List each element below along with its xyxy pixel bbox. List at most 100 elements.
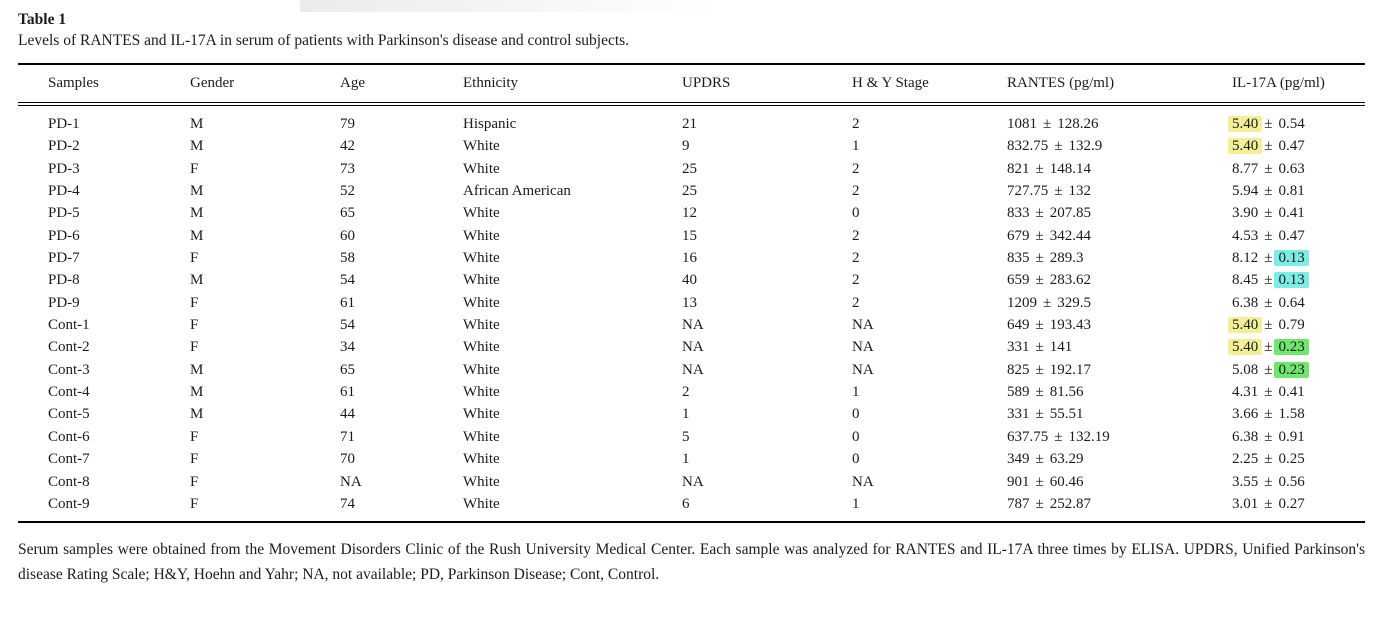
plus-minus-sign: ± [1264, 451, 1273, 468]
cell-age: 52 [340, 183, 355, 200]
cell-ethnicity: White [463, 317, 500, 334]
il17a-mean-value: 4.31 [1232, 384, 1259, 401]
rantes-sd-value: 192.17 [1049, 361, 1091, 378]
il17a-sd-value: 0.23 [1274, 361, 1309, 378]
rantes-mean-value: 331 [1007, 406, 1030, 423]
cell-il17a: 8.12 ±0.13 [1232, 247, 1365, 269]
plus-minus-sign: ± [1264, 250, 1273, 267]
rantes-mean-value: 589 [1007, 384, 1030, 401]
il17a-mean-value: 5.40 [1228, 339, 1263, 356]
plus-minus-sign: ± [1054, 183, 1063, 200]
il17a-sd-value: 0.63 [1278, 160, 1305, 177]
cell-ethnicity: White [463, 294, 500, 311]
cell-updrs: 2 [682, 384, 690, 401]
rantes-mean-value: 833 [1007, 205, 1030, 222]
cell-il17a: 3.55 ±0.56 [1232, 471, 1365, 493]
cell-gender: M [190, 406, 204, 423]
plus-minus-sign: ± [1035, 160, 1044, 177]
rantes-mean-value: 1209 [1007, 294, 1037, 311]
plus-minus-sign: ± [1043, 294, 1052, 311]
plus-minus-sign: ± [1035, 339, 1044, 356]
cell-sample: PD-8 [48, 272, 80, 289]
cell-age: 74 [340, 495, 355, 512]
rantes-sd-value: 289.3 [1049, 250, 1084, 267]
column-header-il17a: IL-17A (pg/ml) [1232, 75, 1325, 91]
cell-age: 65 [340, 361, 355, 378]
table-row: PD-2 M 42 White 9 1 832.75 ±132.9 5.40 ±0.… [18, 135, 1365, 157]
column-header-gender: Gender [190, 75, 235, 91]
rantes-sd-value: 329.5 [1057, 294, 1091, 311]
il17a-mean-value: 6.38 [1232, 294, 1259, 311]
il17a-mean-value: 5.40 [1228, 138, 1263, 155]
cell-age: 61 [340, 294, 355, 311]
cell-updrs: 13 [682, 294, 697, 311]
cell-gender: M [190, 384, 204, 401]
il17a-sd-value: 0.25 [1278, 451, 1305, 468]
plus-minus-sign: ± [1264, 406, 1273, 423]
cell-ethnicity: White [463, 406, 500, 423]
cell-ethnicity: African American [463, 183, 571, 200]
cell-ethnicity: White [463, 227, 500, 244]
cell-ethnicity: White [463, 451, 500, 468]
table-footnote: Serum samples were obtained from the Mov… [18, 541, 1365, 584]
cell-rantes: 821 ±148.14 [1007, 158, 1232, 180]
rantes-mean-value: 787 [1007, 495, 1030, 512]
cell-gender: F [190, 339, 199, 356]
cell-hy-stage: 1 [852, 495, 860, 512]
cell-rantes: 787 ±252.87 [1007, 493, 1232, 515]
plus-minus-sign: ± [1054, 428, 1063, 445]
cell-updrs: 21 [682, 116, 697, 132]
cell-hy-stage: 0 [852, 451, 860, 468]
plus-minus-sign: ± [1264, 160, 1273, 177]
rantes-sd-value: 193.43 [1049, 317, 1091, 334]
il17a-sd-value: 0.13 [1274, 250, 1309, 267]
rantes-sd-value: 283.62 [1049, 272, 1091, 289]
cell-updrs: 6 [682, 495, 690, 512]
cell-hy-stage: NA [852, 317, 874, 334]
cell-hy-stage: 0 [852, 205, 860, 222]
plus-minus-sign: ± [1264, 227, 1273, 244]
il17a-sd-value: 0.56 [1278, 473, 1305, 490]
table-row: Cont-1 F 54 White NA NA 649 ±193.43 5.40 ±… [18, 314, 1365, 336]
table-row: PD-9 F 61 White 13 2 1209 ±329.5 6.38 ±0.6… [18, 292, 1365, 314]
cell-il17a: 5.08 ±0.23 [1232, 359, 1365, 381]
cell-ethnicity: White [463, 361, 500, 378]
rantes-sd-value: 60.46 [1049, 473, 1084, 490]
cell-rantes: 901 ±60.46 [1007, 471, 1232, 493]
table-row: PD-3 F 73 White 25 2 821 ±148.14 8.77 ±0.6… [18, 158, 1365, 180]
rantes-mean-value: 835 [1007, 250, 1030, 267]
cell-age: 60 [340, 227, 355, 244]
cell-ethnicity: White [463, 160, 500, 177]
il17a-sd-value: 0.41 [1278, 205, 1305, 222]
cell-gender: M [190, 138, 204, 155]
cell-gender: M [190, 205, 204, 222]
cell-age: 42 [340, 138, 355, 155]
cell-updrs: 12 [682, 205, 697, 222]
il17a-sd-value: 0.47 [1278, 227, 1305, 244]
rantes-mean-value: 832.75 [1007, 138, 1049, 155]
il17a-sd-value: 0.27 [1278, 495, 1305, 512]
il17a-sd-value: 0.41 [1278, 384, 1305, 401]
cell-age: 71 [340, 428, 355, 445]
cell-age: 58 [340, 250, 355, 267]
cell-ethnicity: White [463, 272, 500, 289]
cell-sample: Cont-9 [48, 495, 90, 512]
cell-gender: F [190, 160, 199, 177]
plus-minus-sign: ± [1264, 495, 1273, 512]
rantes-sd-value: 342.44 [1049, 227, 1091, 244]
il17a-mean-value: 8.12 [1232, 250, 1259, 267]
cell-ethnicity: White [463, 473, 500, 490]
il17a-sd-value: 0.13 [1274, 272, 1309, 289]
cell-age: 54 [340, 317, 355, 334]
cell-ethnicity: White [463, 138, 500, 155]
table-row: Cont-2 F 34 White NA NA 331 ±141 5.40 ±0.2… [18, 336, 1365, 358]
cell-sample: Cont-2 [48, 339, 90, 356]
plus-minus-sign: ± [1264, 384, 1273, 401]
cell-rantes: 1081 ±128.26 [1007, 113, 1232, 135]
rantes-sd-value: 132 [1068, 183, 1091, 200]
cell-sample: Cont-8 [48, 473, 90, 490]
cell-gender: M [190, 183, 204, 200]
cell-sample: Cont-6 [48, 428, 90, 445]
table-row: Cont-5 M 44 White 1 0 331 ±55.51 3.66 ±1.5… [18, 403, 1365, 425]
cell-age: 79 [340, 116, 355, 132]
